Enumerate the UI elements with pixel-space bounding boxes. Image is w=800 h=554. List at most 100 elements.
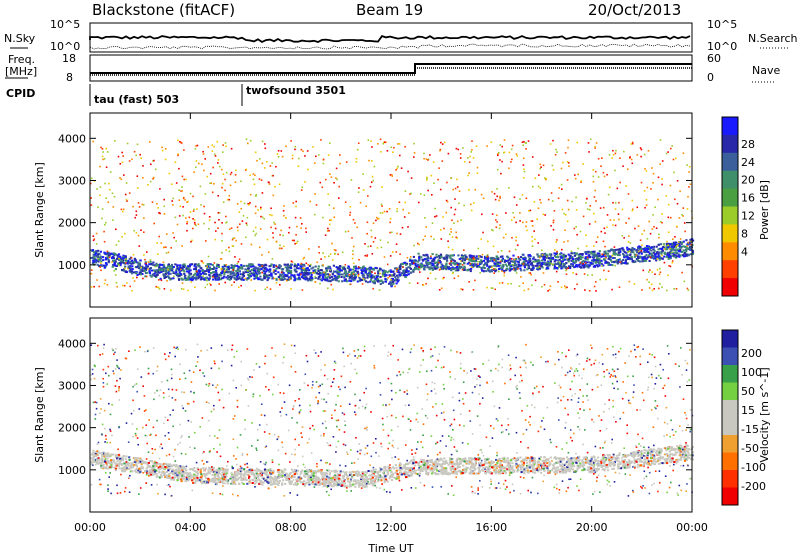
data-point [594, 146, 596, 148]
data-point [399, 273, 402, 276]
data-point [97, 256, 100, 259]
data-point [588, 264, 591, 267]
data-point [220, 274, 223, 277]
data-point [440, 141, 442, 144]
data-point [196, 472, 200, 475]
data-point [479, 469, 482, 472]
data-point [468, 254, 471, 257]
data-point [114, 268, 117, 271]
data-point [194, 286, 196, 288]
data-point [378, 269, 381, 272]
data-point [660, 457, 663, 460]
data-point [116, 460, 119, 463]
data-point [682, 249, 685, 252]
data-point [429, 154, 431, 156]
data-point [458, 267, 461, 270]
data-point [289, 263, 293, 266]
data-point [337, 276, 340, 279]
data-point [659, 457, 662, 460]
data-point [322, 264, 324, 266]
data-point [579, 266, 582, 268]
data-point [324, 474, 327, 477]
data-point [417, 242, 419, 245]
data-point [390, 270, 393, 273]
data-point [486, 253, 489, 256]
data-point [578, 254, 581, 257]
data-point [521, 194, 524, 196]
data-point [575, 460, 578, 462]
data-point [463, 160, 466, 163]
data-point [365, 205, 367, 208]
cpid-segment-1: tau (fast) 503 [94, 93, 179, 106]
data-point [251, 263, 254, 266]
data-point [122, 259, 125, 262]
data-point [196, 272, 200, 275]
data-point [252, 273, 255, 276]
data-point [456, 186, 459, 188]
data-point [305, 276, 308, 279]
data-point [292, 202, 295, 204]
data-point [392, 251, 394, 253]
data-point [465, 255, 468, 258]
data-point [643, 449, 646, 452]
data-point [496, 188, 498, 190]
data-point [377, 272, 380, 275]
data-point [208, 274, 211, 277]
data-point [513, 196, 516, 199]
data-point [594, 170, 597, 173]
data-point [374, 237, 377, 239]
data-point [135, 266, 138, 269]
data-point [158, 468, 161, 471]
data-point [273, 475, 277, 478]
data-point [279, 247, 281, 250]
data-point [477, 472, 480, 475]
data-point [320, 279, 323, 282]
data-point [454, 267, 457, 269]
data-point [172, 471, 175, 474]
data-point [584, 289, 586, 291]
data-point [302, 258, 304, 260]
data-point [204, 193, 207, 195]
freq-tick-low: 8 [66, 71, 73, 84]
data-point [677, 241, 680, 244]
data-point [145, 265, 148, 268]
data-point [388, 274, 391, 277]
data-point [260, 268, 263, 271]
data-point [450, 206, 452, 209]
beam-title: Beam 19 [356, 1, 423, 19]
data-point [684, 230, 686, 233]
data-point [265, 268, 268, 271]
data-point [254, 274, 257, 277]
data-point [556, 457, 559, 460]
data-point [258, 478, 261, 481]
data-point [249, 265, 253, 268]
data-point [630, 158, 633, 161]
data-point [533, 457, 536, 460]
data-point [217, 266, 220, 268]
data-point [98, 253, 101, 256]
data-point [553, 260, 556, 263]
data-point [97, 249, 100, 252]
data-point [159, 188, 161, 190]
data-point [319, 278, 322, 281]
data-point [477, 260, 479, 263]
data-point [92, 140, 94, 143]
data-point [215, 468, 218, 471]
data-point [547, 198, 550, 201]
data-point [541, 266, 544, 269]
data-point [336, 178, 338, 181]
data-point [372, 267, 375, 270]
data-point [162, 261, 165, 263]
data-point [368, 159, 370, 162]
data-point [186, 278, 189, 281]
data-point [534, 260, 537, 263]
data-point [184, 274, 187, 277]
data-point [606, 252, 609, 255]
data-point [333, 249, 336, 251]
data-point [358, 258, 360, 261]
data-point [240, 264, 243, 267]
data-point [307, 269, 311, 272]
data-point [595, 281, 597, 283]
data-point [395, 169, 397, 171]
data-point [345, 161, 348, 163]
